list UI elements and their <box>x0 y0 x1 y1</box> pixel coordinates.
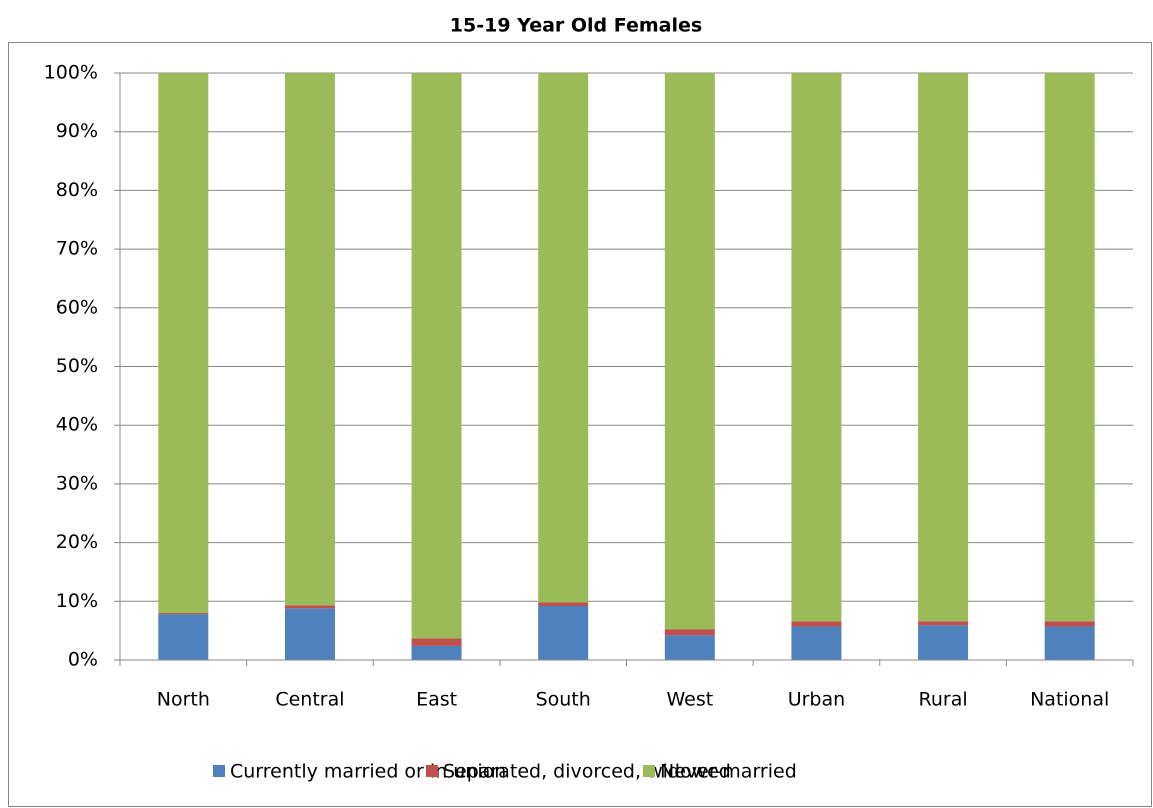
bar-segment <box>411 73 462 639</box>
x-tick-label: West <box>666 689 713 711</box>
bar-segment <box>1044 621 1095 627</box>
y-tick-label: 100% <box>44 62 98 84</box>
bar-segment <box>538 73 589 603</box>
bar-segment <box>411 638 462 646</box>
x-tick-label: North <box>157 689 210 711</box>
bar-segment <box>284 608 335 660</box>
chart-title: 15-19 Year Old Females <box>450 15 702 37</box>
bar-segment <box>538 605 589 660</box>
y-tick-label: 10% <box>56 590 98 612</box>
bar-segment <box>158 73 209 614</box>
x-tick-label: Rural <box>919 689 968 711</box>
bar-segment <box>664 629 715 636</box>
bar-segment <box>158 613 209 615</box>
x-tick-label: East <box>416 689 457 711</box>
y-tick-label: 20% <box>56 531 98 553</box>
bar-segment <box>791 626 842 660</box>
legend-swatch <box>426 765 438 777</box>
chart-frame <box>8 42 1152 807</box>
bar-segment <box>918 625 969 660</box>
y-tick-label: 70% <box>56 238 98 260</box>
bar-segment <box>284 73 335 606</box>
legend-swatch <box>643 765 655 777</box>
x-tick-label: Urban <box>788 689 845 711</box>
bar-segment <box>664 635 715 660</box>
y-tick-label: 40% <box>56 414 98 436</box>
bar-segment <box>1044 626 1095 660</box>
bar-segment <box>664 73 715 630</box>
y-tick-label: 50% <box>56 355 98 377</box>
bar-segment <box>918 621 969 626</box>
y-tick-label: 0% <box>68 649 98 671</box>
bar-segment <box>918 73 969 622</box>
x-tick-label: Central <box>275 689 344 711</box>
bar-segment <box>158 614 209 660</box>
y-tick-label: 30% <box>56 472 98 494</box>
y-tick-label: 60% <box>56 296 98 318</box>
bar-segment <box>791 621 842 627</box>
x-tick-label: South <box>536 689 591 711</box>
legend-swatch <box>213 765 225 777</box>
bar-segment <box>538 602 589 606</box>
y-tick-label: 80% <box>56 179 98 201</box>
legend-label: Never-married <box>660 761 797 783</box>
bar-segment <box>791 73 842 622</box>
bar-segment <box>284 605 335 609</box>
bar-segment <box>1044 73 1095 622</box>
bar-segment <box>411 645 462 660</box>
x-tick-label: National <box>1030 689 1109 711</box>
legend-label: Separated, divorced, widowed <box>443 761 731 783</box>
y-tick-label: 90% <box>56 120 98 142</box>
